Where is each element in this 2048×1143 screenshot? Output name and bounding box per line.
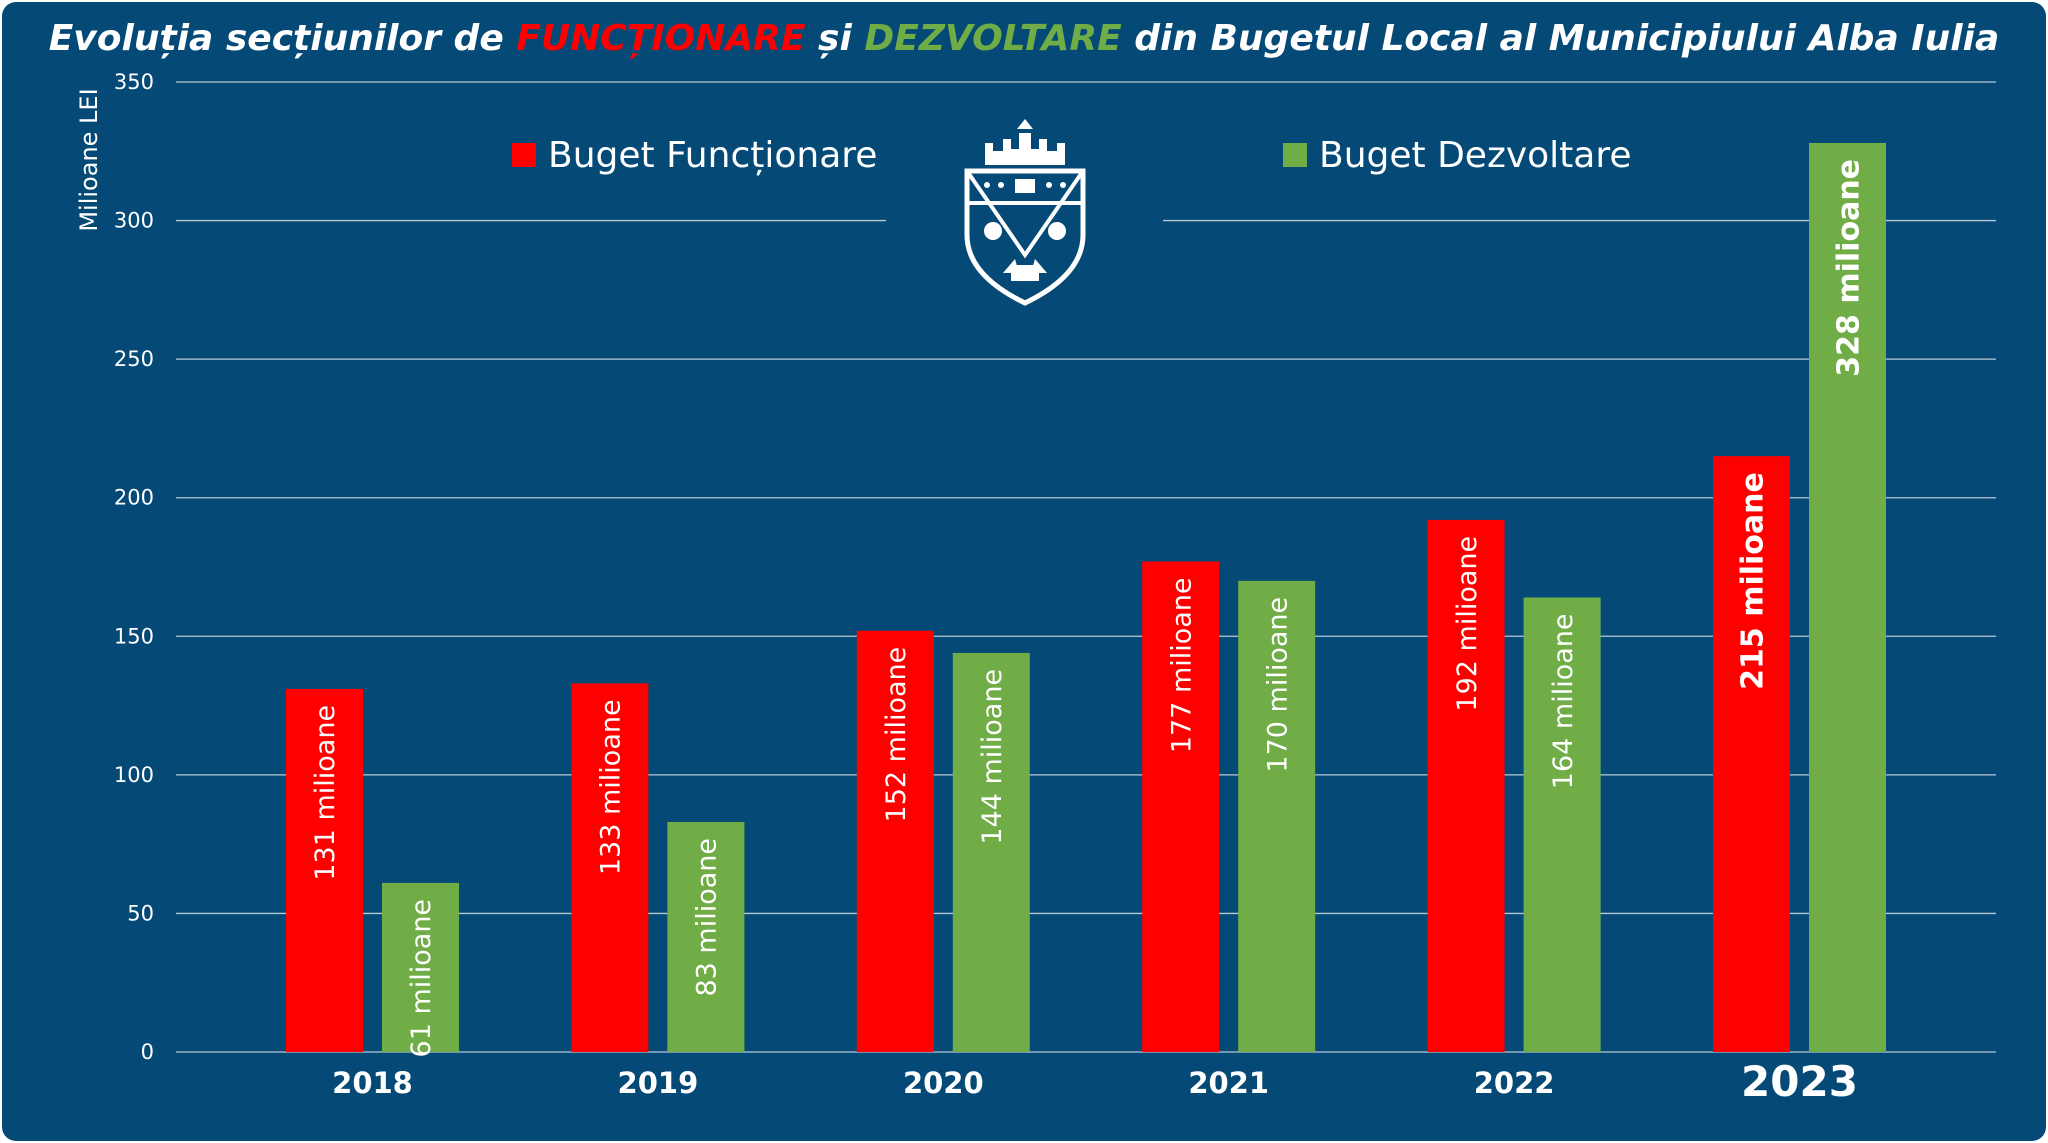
x-category-label: 2020 <box>903 1066 984 1100</box>
y-tick-label: 200 <box>114 486 154 510</box>
bar-functionare-2020 <box>856 630 934 1052</box>
title-part-2: și <box>806 18 865 59</box>
bars: 131 milioane 61 milioane 133 milioane 83 mi… <box>286 142 1886 1058</box>
y-axis-ticks: 0 50 100 150 200 250 300 350 <box>114 70 154 1064</box>
x-axis-categories: 2018 2019 2020 2021 2022 2023 <box>332 1057 1858 1106</box>
bar-functionare-2022 <box>1427 519 1505 1052</box>
x-category-label: 2019 <box>618 1066 699 1100</box>
y-tick-label: 300 <box>114 209 154 233</box>
data-label-dezvoltare-2022: 164 milioane <box>1548 613 1579 789</box>
bar-dezvoltare-2022 <box>1523 597 1601 1052</box>
title-part-3: din Bugetul Local al Municipiului Alba I… <box>1122 18 2000 59</box>
y-tick-label: 250 <box>114 347 154 371</box>
y-tick-label: 50 <box>127 901 154 925</box>
chart-title: Evoluția secțiunilor de FUNCȚIONARE și D… <box>49 18 2000 59</box>
data-label-dezvoltare-2019: 83 milioane <box>692 838 723 997</box>
x-category-label: 2023 <box>1741 1057 1858 1106</box>
bar-dezvoltare-2023 <box>1809 142 1886 1052</box>
legend-swatch-functionare <box>512 143 536 167</box>
bar-dezvoltare-2020 <box>952 652 1030 1052</box>
y-tick-label: 150 <box>114 624 154 648</box>
data-label-dezvoltare-2020: 144 milioane <box>977 669 1008 845</box>
y-axis-label: Milioane LEI <box>75 88 103 231</box>
data-label-dezvoltare-2021: 170 milioane <box>1262 597 1293 773</box>
city-coat-of-arms-icon <box>964 119 1086 306</box>
x-category-label: 2021 <box>1188 1066 1269 1100</box>
bar-dezvoltare-2021 <box>1238 580 1316 1052</box>
title-part-1: Evoluția secțiunilor de <box>49 18 517 59</box>
data-label-functionare-2018: 131 milioane <box>310 705 341 881</box>
x-category-label: 2022 <box>1474 1066 1555 1100</box>
data-label-functionare-2020: 152 milioane <box>881 647 912 823</box>
data-label-functionare-2022: 192 milioane <box>1452 536 1483 712</box>
data-label-dezvoltare-2023: 328 milioane <box>1831 159 1866 377</box>
bar-functionare-2018 <box>286 688 363 1052</box>
x-category-label: 2018 <box>332 1066 413 1100</box>
legend-swatch-dezvoltare <box>1283 143 1307 167</box>
data-label-functionare-2021: 177 milioane <box>1166 577 1197 753</box>
y-tick-label: 0 <box>141 1040 154 1064</box>
bar-dezvoltare-2018 <box>382 882 459 1052</box>
bar-dezvoltare-2019 <box>667 821 745 1052</box>
legend-label-dezvoltare: Buget Dezvoltare <box>1319 135 1632 176</box>
gridlines <box>176 81 1996 1053</box>
title-dezvoltare: DEZVOLTARE <box>864 18 1122 59</box>
bar-functionare-2023 <box>1713 456 1790 1053</box>
bar-functionare-2021 <box>1142 561 1220 1052</box>
data-label-functionare-2019: 133 milioane <box>596 699 627 875</box>
y-tick-label: 100 <box>114 763 154 787</box>
y-tick-label: 350 <box>114 70 154 94</box>
legend: Buget Funcționare Buget Dezvoltare <box>512 135 1632 176</box>
data-label-functionare-2023: 215 milioane <box>1735 472 1770 690</box>
legend-label-functionare: Buget Funcționare <box>548 135 877 176</box>
title-functionare: FUNCȚIONARE <box>516 18 806 59</box>
data-label-dezvoltare-2018: 61 milioane <box>406 899 437 1058</box>
bar-functionare-2019 <box>571 683 649 1052</box>
